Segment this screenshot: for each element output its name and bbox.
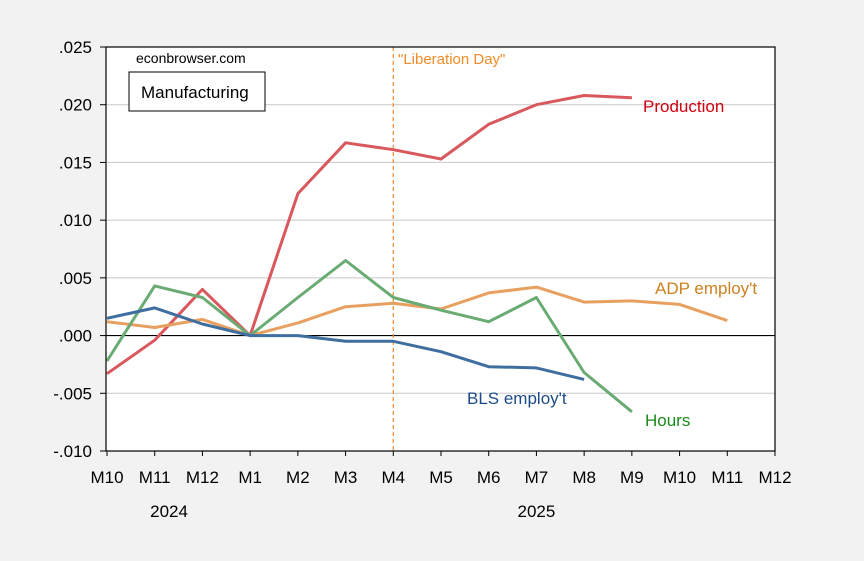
series-label-production: Production <box>643 97 724 116</box>
legend-box <box>128 71 266 112</box>
x-tick-label: M11 <box>139 468 171 487</box>
series-label-hours: Hours <box>645 411 690 430</box>
year-label: 2024 <box>150 502 188 521</box>
y-tick-label: .025 <box>59 38 92 57</box>
series-line-production <box>106 94 632 375</box>
y-tick-label: .020 <box>59 96 92 115</box>
x-tick-label: M3 <box>334 468 358 487</box>
x-tick-label: M2 <box>286 468 310 487</box>
liberation-day-label: "Liberation Day" <box>398 51 505 68</box>
series-label-bls-employ-t: BLS employ't <box>467 389 567 408</box>
y-tick-label: .015 <box>59 153 92 172</box>
x-tick-label: M10 <box>663 468 696 487</box>
x-tick-label: M12 <box>758 468 791 487</box>
plot-area <box>106 47 775 451</box>
series-line-adp-employ-t <box>106 285 728 338</box>
x-tick-label: M8 <box>572 468 596 487</box>
series-label-adp-employ-t: ADP employ't <box>655 279 757 298</box>
x-tick-label: M9 <box>620 468 644 487</box>
x-tick-label: M11 <box>711 468 743 487</box>
y-tick-label: .010 <box>59 211 92 230</box>
legend-box-label: Manufacturing <box>141 83 249 102</box>
x-tick-label: M12 <box>186 468 219 487</box>
x-tick-label: M4 <box>381 468 405 487</box>
y-tick-label: .005 <box>59 269 92 288</box>
x-tick-label: M1 <box>238 468 262 487</box>
x-tick-label: M5 <box>429 468 453 487</box>
y-tick-label: -.010 <box>53 442 92 461</box>
series-line-hours <box>105 259 633 413</box>
x-tick-label: M7 <box>525 468 549 487</box>
y-tick-label: -.005 <box>53 384 92 403</box>
series-line-bls-employ-t <box>106 306 585 381</box>
x-tick-label: M6 <box>477 468 501 487</box>
watermark: econbrowser.com <box>136 50 246 66</box>
x-tick-label: M10 <box>90 468 123 487</box>
y-tick-label: .000 <box>59 327 92 346</box>
year-label: 2025 <box>518 502 556 521</box>
